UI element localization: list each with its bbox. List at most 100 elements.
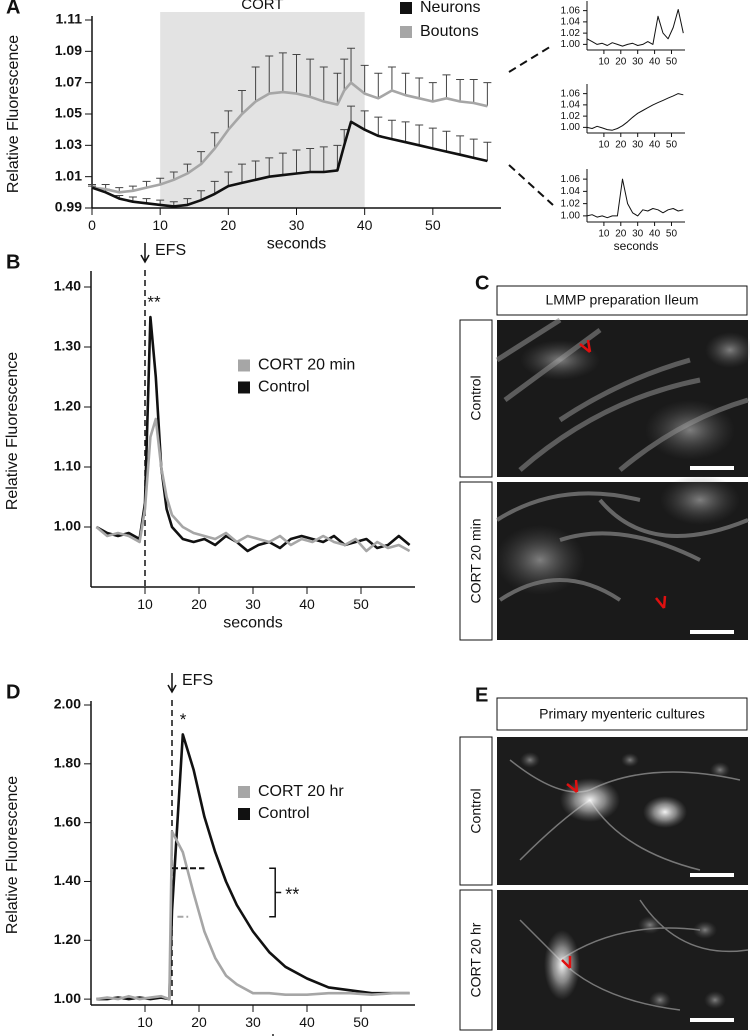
error-bar <box>374 72 383 99</box>
bracket <box>269 867 282 918</box>
row-label: CORT 20 hr <box>468 922 484 997</box>
x-tick-label: 30 <box>632 57 644 68</box>
y-tick-label: 1.09 <box>55 42 82 58</box>
legend-label: Control <box>258 379 310 396</box>
image-title: LMMP preparation Ileum <box>545 292 698 308</box>
legend-swatch <box>238 786 250 798</box>
y-tick-label: 1.02 <box>561 198 581 209</box>
micrograph <box>495 317 750 477</box>
y-tick-label: 1.04 <box>561 186 581 197</box>
error-bar <box>210 132 219 149</box>
x-tick-label: 50 <box>425 217 441 233</box>
error-bar <box>428 82 437 102</box>
error-bar <box>88 185 96 188</box>
x-tick-label: 30 <box>289 217 305 233</box>
x-tick-label: 50 <box>666 229 678 240</box>
error-bar <box>360 110 369 130</box>
row-box <box>459 736 493 886</box>
stimulus-arrow <box>140 243 150 264</box>
row-box <box>459 481 493 641</box>
error-bar <box>319 146 328 172</box>
legend-swatch <box>238 359 250 372</box>
error-bar <box>340 58 349 91</box>
y-tick-label: 1.05 <box>55 105 82 121</box>
series-line <box>91 81 488 194</box>
error-bar <box>360 64 369 94</box>
y-tick-label: 1.01 <box>55 167 82 183</box>
y-tick-label: 1.02 <box>561 28 581 39</box>
error-bar <box>428 127 437 149</box>
shaded-region <box>160 12 365 208</box>
legend-label: Neurons <box>420 0 480 16</box>
error-bar <box>278 52 287 93</box>
header-box <box>496 285 748 316</box>
error-bar <box>306 147 315 172</box>
y-tick-label: 2.00 <box>54 696 81 712</box>
error-bar <box>401 72 410 96</box>
error-bar <box>469 138 478 158</box>
y-tick-label: 1.00 <box>561 39 581 50</box>
row-label: Control <box>468 375 484 420</box>
x-tick-label: 40 <box>299 1014 315 1030</box>
stimulus-arrow <box>167 673 177 694</box>
significance-label: ** <box>285 884 299 904</box>
error-bar <box>387 66 396 91</box>
y-tick-label: 1.00 <box>561 122 581 133</box>
error-bar <box>456 79 465 102</box>
y-axis-label: Relative Fluorescence <box>5 35 22 193</box>
error-bar <box>319 66 328 102</box>
image-title: Primary myenteric cultures <box>539 706 705 722</box>
y-tick-label: 1.00 <box>561 211 581 222</box>
error-bar <box>401 121 410 143</box>
y-axis-label: Relative Fluorescence <box>4 352 21 510</box>
x-tick-label: 40 <box>649 57 661 68</box>
series-line <box>586 178 684 219</box>
error-bar <box>347 105 356 122</box>
legend-label: CORT 20 hr <box>258 783 344 800</box>
x-tick-label: 20 <box>191 1014 207 1030</box>
y-tick-label: 1.06 <box>561 88 581 99</box>
x-tick-label: 30 <box>632 229 644 240</box>
error-bar <box>347 47 356 83</box>
x-tick-label: 20 <box>221 217 237 233</box>
y-tick-label: 0.99 <box>55 199 82 215</box>
x-axis-label: seconds <box>223 1033 283 1036</box>
micrograph <box>495 475 749 640</box>
x-tick-label: 10 <box>137 596 153 612</box>
x-tick-label: 40 <box>299 596 315 612</box>
error-bar <box>265 55 274 94</box>
row-box <box>459 319 493 478</box>
x-tick-label: 20 <box>615 229 627 240</box>
x-tick-label: 0 <box>88 217 96 233</box>
y-tick-label: 1.06 <box>561 174 581 185</box>
micrograph <box>497 890 749 1030</box>
legend-swatch <box>238 381 250 394</box>
series-line <box>586 93 684 131</box>
error-bar <box>197 151 206 165</box>
error-bar <box>292 53 301 94</box>
series-line <box>91 120 488 208</box>
error-bar <box>415 124 424 146</box>
legend-label: CORT 20 min <box>258 357 355 374</box>
connector <box>508 164 554 206</box>
y-tick-label: 1.00 <box>54 990 81 1006</box>
y-tick-label: 1.04 <box>561 100 581 111</box>
x-tick-label: 50 <box>353 596 369 612</box>
error-bar <box>483 141 492 161</box>
error-bar <box>224 110 233 130</box>
x-tick-label: 50 <box>666 140 678 151</box>
header-box <box>496 697 748 731</box>
error-bar <box>292 149 301 174</box>
panel-label: A <box>6 0 20 18</box>
error-bar <box>469 79 478 104</box>
error-bar <box>442 130 451 152</box>
shade-label: CORT <box>241 0 283 13</box>
error-bar <box>387 119 396 140</box>
x-tick-label: 10 <box>598 57 610 68</box>
legend-swatch <box>400 26 412 38</box>
x-tick-label: 10 <box>598 229 610 240</box>
x-tick-label: 50 <box>666 57 678 68</box>
series-line <box>95 417 411 553</box>
y-axis-label: Relative Fluorescence <box>4 776 21 934</box>
x-tick-label: 40 <box>357 217 373 233</box>
